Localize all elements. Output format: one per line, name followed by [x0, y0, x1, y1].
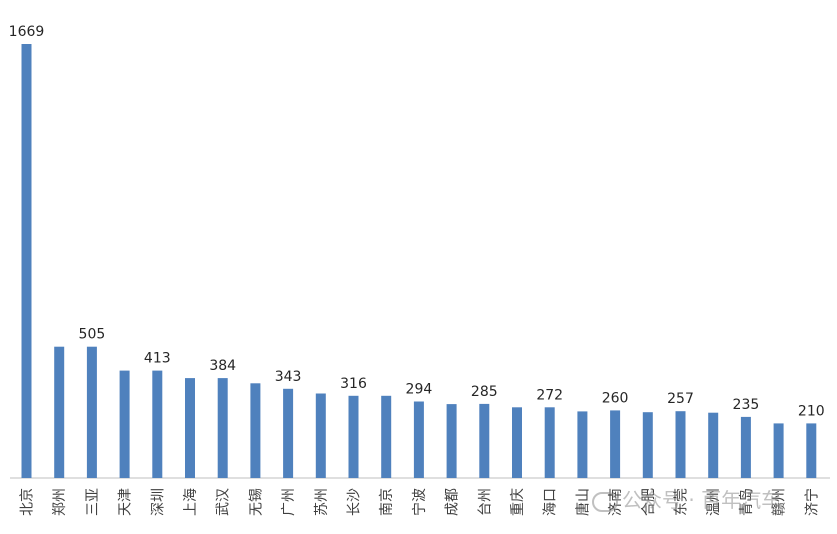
x-tick-label: 长沙 — [347, 488, 363, 516]
bar-4 — [119, 370, 130, 478]
x-tick-label: 上海 — [183, 488, 199, 516]
bar-15 — [479, 403, 490, 478]
data-label: 272 — [536, 387, 563, 403]
bar-11 — [348, 395, 359, 478]
data-label: 413 — [144, 351, 171, 367]
bar-5 — [152, 370, 163, 478]
data-label: 285 — [471, 384, 498, 400]
x-tick-label: 深圳 — [150, 488, 166, 516]
data-label: 1669 — [9, 24, 45, 40]
data-label: 505 — [79, 327, 106, 343]
data-label: 235 — [733, 397, 760, 413]
x-tick-label: 苏州 — [314, 488, 330, 516]
x-tick-label: 广州 — [281, 488, 297, 516]
bar-24 — [773, 423, 784, 478]
data-label: 384 — [209, 358, 236, 374]
x-tick-label: 武汉 — [216, 488, 232, 516]
bar-22 — [708, 412, 719, 478]
data-label: 260 — [602, 390, 629, 406]
data-label: 316 — [340, 376, 367, 392]
bar-6 — [185, 378, 195, 478]
x-tick-label: 三亚 — [85, 488, 101, 516]
bar-16 — [512, 407, 522, 478]
x-tick-label: 郑州 — [52, 488, 68, 516]
x-tick-label: 重庆 — [510, 488, 526, 516]
bar-10 — [315, 393, 326, 478]
bar-9 — [283, 388, 294, 478]
bar-7 — [217, 378, 228, 478]
bar-20 — [642, 412, 653, 478]
bar-1 — [21, 44, 32, 478]
bar-18 — [577, 411, 588, 478]
x-tick-label: 宁波 — [411, 488, 428, 516]
data-label: 257 — [667, 391, 694, 407]
x-tick-label: 温州 — [706, 488, 722, 516]
bar-21 — [675, 411, 686, 478]
x-tick-label: 台州 — [477, 488, 493, 516]
x-tick-label: 北京 — [20, 488, 36, 516]
watermark: 公众号 · 百年汽车 — [592, 484, 781, 513]
bar-19 — [610, 410, 621, 478]
bar-14 — [446, 404, 457, 478]
x-tick-label: 赣州 — [772, 488, 788, 516]
bar-23 — [740, 416, 751, 478]
data-label: 210 — [798, 403, 825, 419]
data-label: 294 — [406, 382, 433, 398]
x-tick-label: 成都 — [445, 488, 461, 516]
x-tick-label: 合肥 — [641, 488, 657, 516]
x-tick-label: 天津 — [118, 488, 134, 516]
data-label: 343 — [275, 369, 302, 385]
wechat-official-account-icon — [592, 491, 618, 512]
x-tick-label: 青岛 — [739, 488, 755, 516]
bar-3 — [86, 346, 97, 478]
x-tick-label: 唐山 — [574, 488, 591, 516]
x-tick-label: 无锡 — [248, 488, 264, 516]
watermark-text: 公众号 · 百年汽车 — [622, 488, 782, 512]
bar-2 — [54, 346, 65, 478]
bar-8 — [250, 383, 261, 478]
x-tick-label: 东莞 — [674, 488, 690, 516]
x-tick-label: 海口 — [543, 488, 559, 516]
bar-17 — [544, 407, 555, 478]
bar-12 — [381, 395, 392, 478]
bar-25 — [806, 423, 817, 478]
x-tick-label: 南京 — [379, 488, 395, 516]
bar-13 — [413, 401, 424, 478]
x-tick-label: 济宁 — [803, 488, 820, 516]
